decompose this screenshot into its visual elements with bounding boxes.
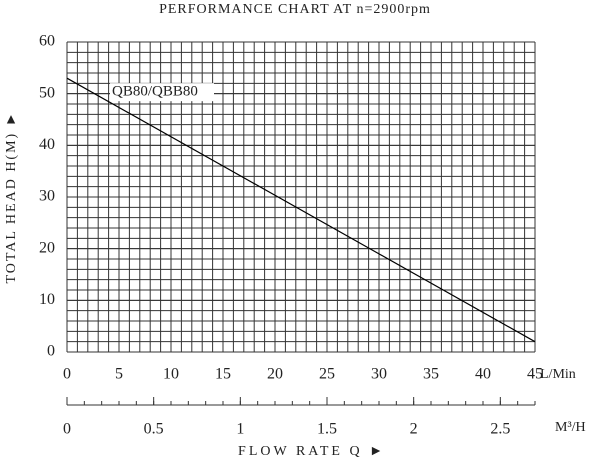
x2-tick-label: 0.5 bbox=[144, 421, 164, 438]
x2-unit: M³/H bbox=[555, 420, 586, 435]
y-tick-label: 30 bbox=[39, 188, 55, 205]
y-tick-label: 40 bbox=[39, 136, 55, 153]
x-tick-label: 0 bbox=[63, 366, 71, 383]
x-tick-label: 25 bbox=[319, 366, 335, 383]
y-axis-label: TOTAL HEAD H(M) ► bbox=[4, 110, 19, 283]
x-tick-label: 5 bbox=[115, 366, 123, 383]
x-axis-label: FLOW RATE Q ► bbox=[238, 444, 386, 459]
chart-title: PERFORMANCE CHART AT n=2900rpm bbox=[159, 2, 431, 17]
series-label-bg bbox=[110, 83, 214, 102]
x2-tick-label: 1 bbox=[236, 421, 244, 438]
series-label: QB80/QBB80 bbox=[112, 84, 198, 100]
x-unit: L/Min bbox=[540, 367, 576, 382]
x2-tick-label: 1.5 bbox=[317, 421, 337, 438]
y-tick-label: 0 bbox=[47, 343, 55, 360]
x-tick-label: 10 bbox=[163, 366, 179, 383]
x-tick-label: 15 bbox=[215, 366, 231, 383]
y-tick-label: 50 bbox=[39, 84, 55, 101]
y-tick-label: 10 bbox=[39, 291, 55, 308]
x-tick-label: 40 bbox=[475, 366, 491, 383]
series-line bbox=[66, 77, 536, 343]
x2-tick-label: 2 bbox=[410, 421, 418, 438]
x-tick-label: 35 bbox=[423, 366, 439, 383]
y-tick-label: 20 bbox=[39, 239, 55, 256]
x-tick-label: 30 bbox=[371, 366, 387, 383]
x-tick-label: 20 bbox=[267, 366, 283, 383]
x2-tick-label: 2.5 bbox=[490, 421, 510, 438]
x-tick-label: 45 bbox=[527, 366, 543, 383]
y-tick-label: 60 bbox=[39, 33, 55, 50]
x2-tick-label: 0 bbox=[63, 421, 71, 438]
